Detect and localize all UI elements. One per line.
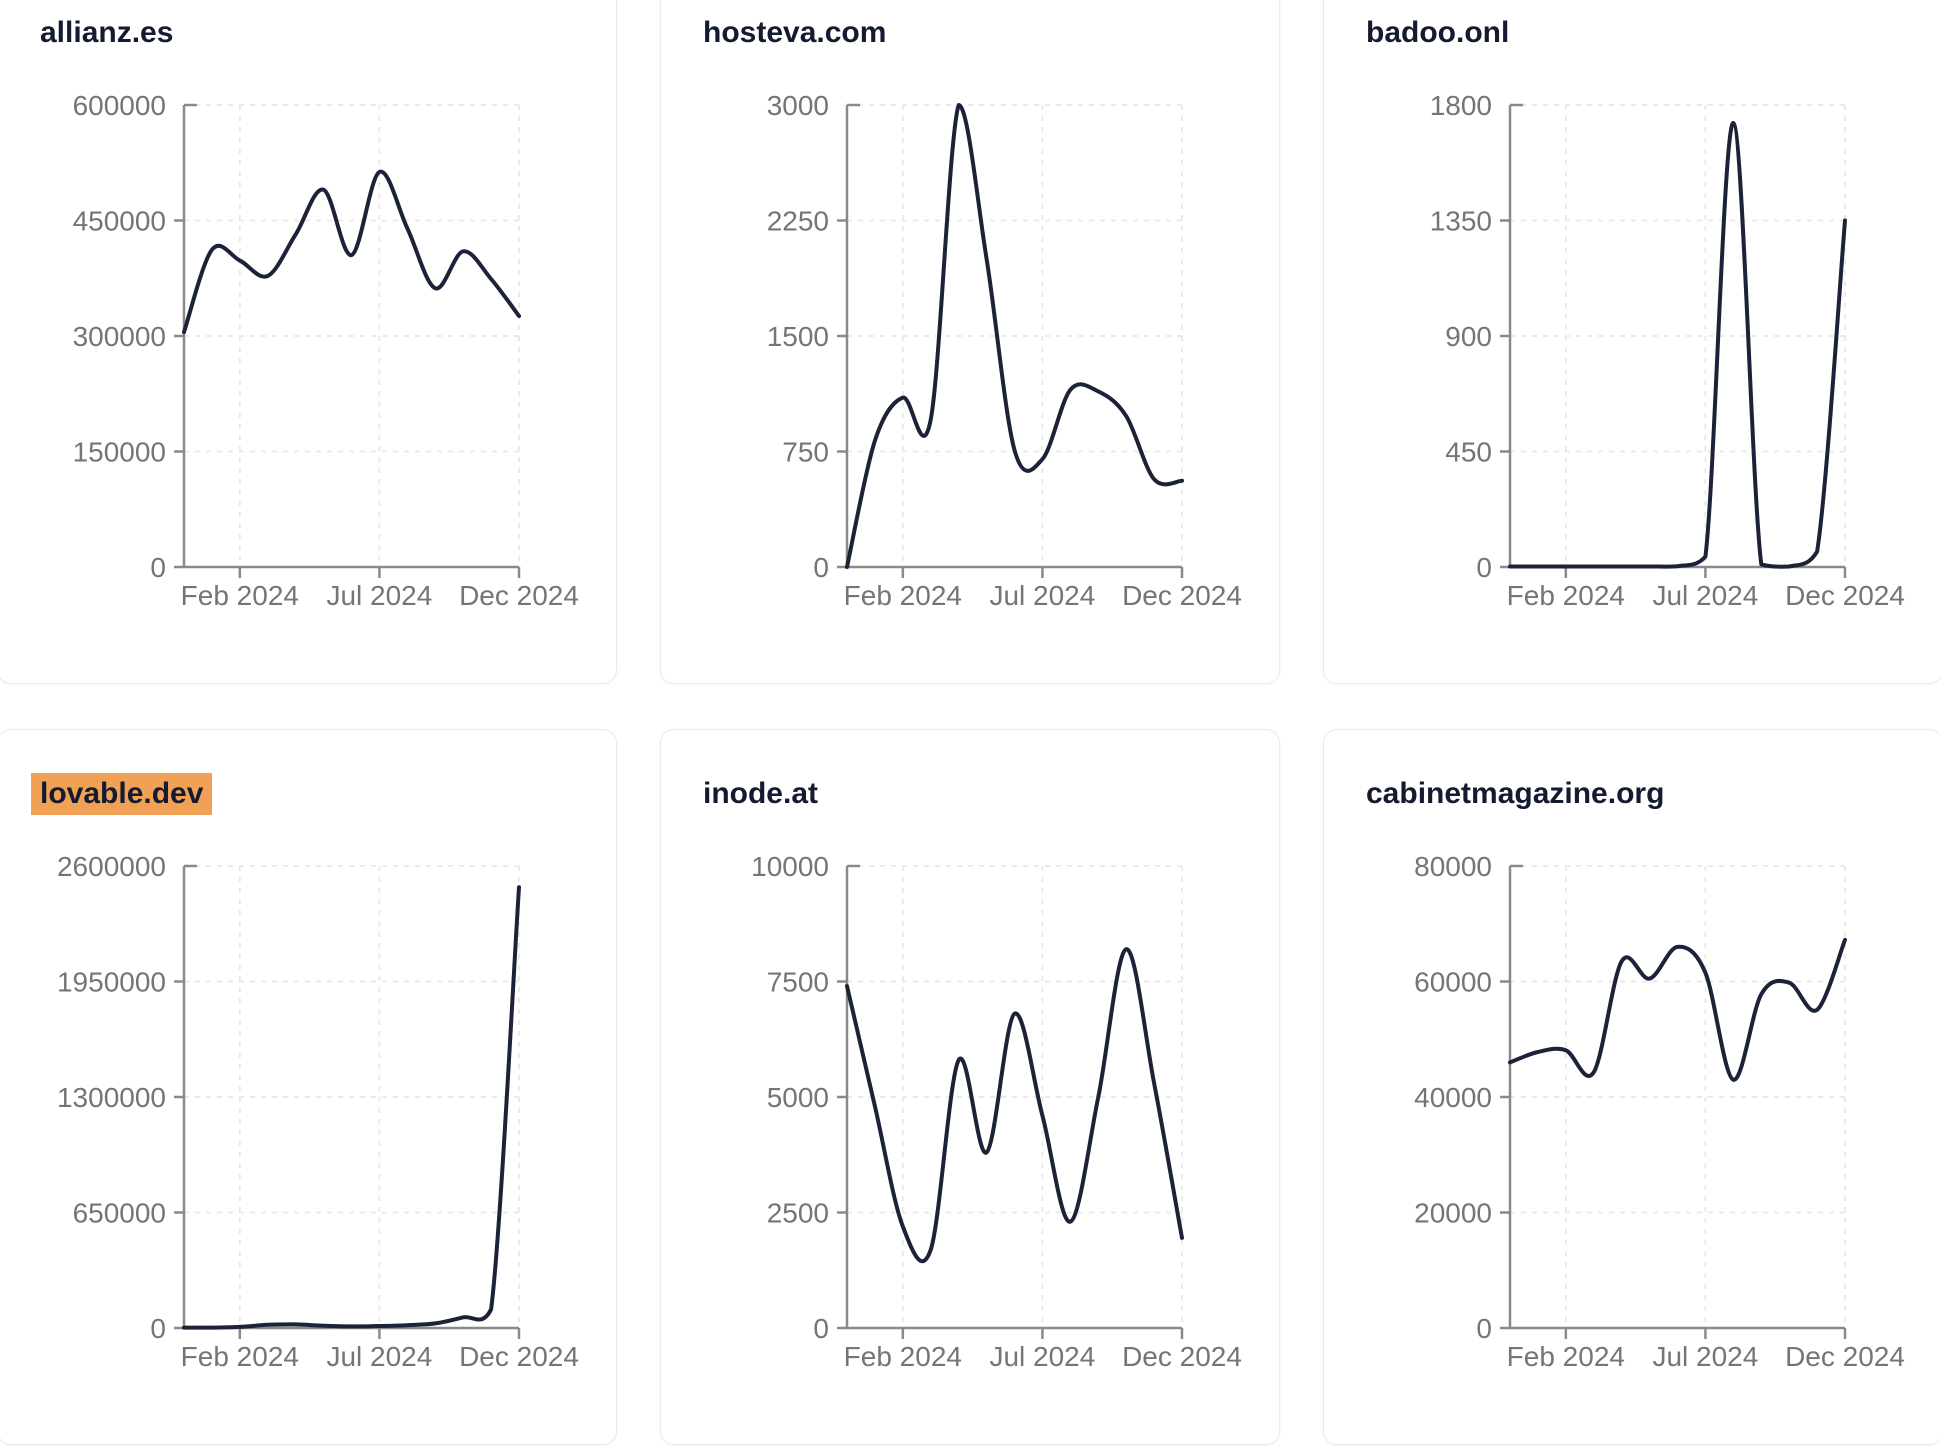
- line-chart: 0 750 1500 2250 3000 Feb 2024 Jul 2024 Dec 2024: [767, 90, 1242, 611]
- y-tick-label: 1350: [1430, 206, 1492, 237]
- domain-title-text: cabinetmagazine.org: [1366, 777, 1665, 810]
- y-tick-label: 450: [1445, 437, 1492, 468]
- x-tick-label: Feb 2024: [1507, 1341, 1625, 1372]
- y-tick-label: 1800: [1430, 90, 1492, 121]
- tick-labels: 0 650000 1300000 1950000 2600000 Feb 2024 Jul …: [57, 851, 579, 1372]
- x-tick-label: Jul 2024: [1652, 580, 1758, 611]
- domain-title-text: badoo.onl: [1366, 16, 1510, 49]
- domain-title-text: hosteva.com: [703, 16, 887, 49]
- axes: [1500, 864, 1847, 1339]
- grid-lines: [847, 104, 1183, 567]
- x-tick-label: Dec 2024: [459, 1341, 579, 1372]
- y-tick-label: 0: [1476, 552, 1492, 583]
- x-tick-label: Dec 2024: [459, 580, 579, 611]
- x-tick-label: Feb 2024: [844, 580, 962, 611]
- y-tick-label: 0: [813, 1313, 829, 1344]
- domain-title-text: allianz.es: [40, 16, 174, 49]
- domain-title: allianz.es: [40, 15, 173, 51]
- grid-lines: [184, 865, 520, 1328]
- y-tick-label: 450000: [73, 206, 166, 237]
- x-tick-label: Jul 2024: [989, 1341, 1095, 1372]
- series-line: [182, 885, 521, 1330]
- series-line: [1508, 120, 1847, 569]
- y-tick-label: 3000: [767, 90, 829, 121]
- x-tick-label: Dec 2024: [1122, 1341, 1242, 1372]
- line-chart: 0 150000 300000 450000 600000 Feb 2024 Jul 202…: [73, 90, 579, 611]
- line-chart: 0 20000 40000 60000 80000 Feb 2024 Jul 2024 Dec…: [1414, 851, 1905, 1372]
- y-tick-label: 1950000: [57, 967, 166, 998]
- line-chart: 0 450 900 1350 1800 Feb 2024 Jul 2024 Dec 2024: [1430, 90, 1905, 611]
- domain-title-text-highlighted: lovable.dev: [31, 773, 213, 815]
- x-tick-label: Dec 2024: [1122, 580, 1242, 611]
- axes: [837, 103, 1184, 578]
- domain-title: inode.at: [703, 776, 818, 812]
- y-tick-label: 60000: [1414, 967, 1492, 998]
- y-tick-label: 10000: [751, 851, 829, 882]
- y-tick-label: 2500: [767, 1198, 829, 1229]
- axes: [1500, 103, 1847, 578]
- chart-card-allianz-es: allianz.es 0 150000 300000 450000 600000 Feb …: [0, 0, 617, 684]
- domain-title-text: inode.at: [703, 777, 819, 810]
- line-chart: 0 2500 5000 7500 10000 Feb 2024 Jul 2024 Dec 20…: [751, 851, 1242, 1372]
- series-line: [845, 947, 1184, 1264]
- y-tick-label: 1500: [767, 321, 829, 352]
- x-tick-label: Jul 2024: [326, 580, 432, 611]
- chart-card-badoo-onl: badoo.onl 0 450 900 1350 1800 Feb 2024 Jul 202…: [1323, 0, 1940, 684]
- y-tick-label: 900: [1445, 321, 1492, 352]
- grid-lines: [847, 865, 1183, 1328]
- x-tick-label: Dec 2024: [1785, 1341, 1905, 1372]
- x-tick-label: Feb 2024: [1507, 580, 1625, 611]
- tick-labels: 0 750 1500 2250 3000 Feb 2024 Jul 2024 Dec 2024: [767, 90, 1242, 611]
- x-tick-label: Feb 2024: [844, 1341, 962, 1372]
- y-tick-label: 2250: [767, 206, 829, 237]
- y-tick-label: 2600000: [57, 851, 166, 882]
- y-tick-label: 5000: [767, 1082, 829, 1113]
- series-line: [845, 103, 1184, 569]
- axes: [174, 103, 521, 578]
- series-line: [182, 169, 521, 335]
- y-tick-label: 0: [150, 1313, 166, 1344]
- y-tick-label: 600000: [73, 90, 166, 121]
- x-tick-label: Dec 2024: [1785, 580, 1905, 611]
- y-tick-label: 0: [813, 552, 829, 583]
- y-tick-label: 40000: [1414, 1082, 1492, 1113]
- chart-card-cabinetmagazine-org: cabinetmagazine.org 0 20000 40000 60000 8000…: [1323, 729, 1940, 1445]
- y-tick-label: 650000: [73, 1198, 166, 1229]
- x-tick-label: Jul 2024: [1652, 1341, 1758, 1372]
- grid-lines: [1510, 104, 1846, 567]
- axes: [174, 864, 521, 1339]
- domain-title: badoo.onl: [1366, 15, 1509, 51]
- tick-labels: 0 450 900 1350 1800 Feb 2024 Jul 2024 Dec 2024: [1430, 90, 1905, 611]
- x-tick-label: Feb 2024: [181, 580, 299, 611]
- axes: [837, 864, 1184, 1339]
- tick-labels: 0 2500 5000 7500 10000 Feb 2024 Jul 2024 Dec 20…: [751, 851, 1242, 1372]
- domain-title: lovable.dev: [31, 773, 213, 815]
- domain-title: cabinetmagazine.org: [1366, 776, 1664, 812]
- y-tick-label: 0: [150, 552, 166, 583]
- series-line: [1508, 937, 1847, 1082]
- tick-labels: 0 150000 300000 450000 600000 Feb 2024 Jul 202…: [73, 90, 579, 611]
- domain-title: hosteva.com: [703, 15, 886, 51]
- line-chart: 0 650000 1300000 1950000 2600000 Feb 2024 Jul …: [57, 851, 579, 1372]
- grid-lines: [184, 104, 520, 567]
- x-tick-label: Jul 2024: [326, 1341, 432, 1372]
- x-tick-label: Jul 2024: [989, 580, 1095, 611]
- chart-card-lovable-dev: lovable.dev 0 650000 1300000 1950000 2600000…: [0, 729, 617, 1445]
- x-tick-label: Feb 2024: [181, 1341, 299, 1372]
- chart-card-inode-at: inode.at 0 2500 5000 7500 10000 Feb 2024 Jul 2…: [660, 729, 1280, 1445]
- y-tick-label: 750: [782, 437, 829, 468]
- y-tick-label: 7500: [767, 967, 829, 998]
- chart-card-hosteva-com: hosteva.com 0 750 1500 2250 3000 Feb 2024 Jul …: [660, 0, 1280, 684]
- y-tick-label: 80000: [1414, 851, 1492, 882]
- grid-lines: [1510, 865, 1846, 1328]
- y-tick-label: 1300000: [57, 1082, 166, 1113]
- y-tick-label: 0: [1476, 1313, 1492, 1344]
- y-tick-label: 20000: [1414, 1198, 1492, 1229]
- tick-labels: 0 20000 40000 60000 80000 Feb 2024 Jul 2024 Dec…: [1414, 851, 1905, 1372]
- y-tick-label: 150000: [73, 437, 166, 468]
- y-tick-label: 300000: [73, 321, 166, 352]
